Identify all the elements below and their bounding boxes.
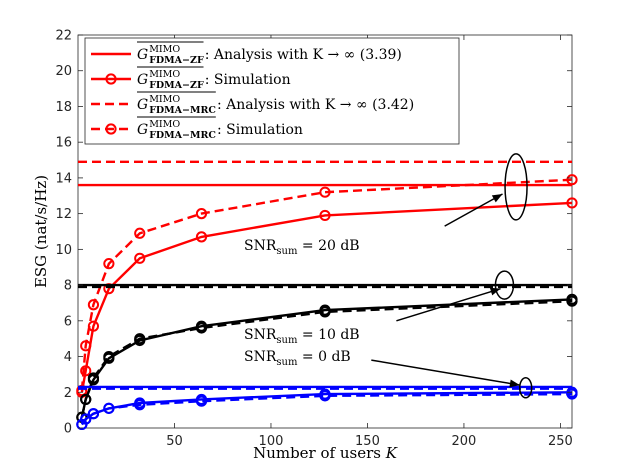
annotation-2 (371, 359, 533, 399)
data-point (566, 197, 578, 209)
annotation-arrow (444, 193, 503, 227)
data-point (134, 252, 146, 264)
data-point (80, 413, 92, 425)
series-2 (76, 197, 578, 398)
data-point (195, 231, 208, 243)
legend-label: GMIMO FDMA−ZF: Simulation (137, 69, 291, 91)
y-tick-label: 4 (64, 350, 72, 365)
data-point (319, 306, 331, 318)
series-11 (76, 388, 578, 431)
legend-marker-sample (105, 123, 117, 135)
y-tick-label: 10 (55, 243, 72, 258)
annotation-arrow (396, 287, 501, 322)
data-point (566, 388, 578, 400)
annotation-ellipse (518, 377, 533, 399)
data-point (80, 393, 92, 406)
data-point (80, 340, 92, 352)
data-point (195, 208, 208, 220)
y-tick-label: 6 (64, 314, 72, 329)
annotation-arrow (371, 359, 521, 386)
y-tick-label: 14 (55, 171, 72, 186)
data-point (134, 399, 146, 411)
annotation-ellipse (504, 153, 528, 221)
data-point (566, 295, 578, 307)
legend-entry-3: GMIMO FDMA−MRC: Simulation (91, 116, 303, 141)
legend-entry-0: GMIMO FDMA−ZF: Analysis with K → ∞ (3.39) (91, 41, 402, 66)
annotation-label: SNRsum = 20 dB (244, 238, 360, 257)
data-point (319, 390, 331, 402)
y-tick-label: 2 (64, 386, 72, 401)
annotation-0 (444, 153, 528, 227)
legend-box (84, 37, 460, 145)
legend-label: GMIMO FDMA−MRC: Simulation (137, 119, 303, 141)
legend-label: GMIMO FDMA−ZF: Analysis with K → ∞ (3.39) (137, 44, 402, 66)
data-point (134, 227, 146, 239)
series-line (80, 178, 573, 391)
annotation-ellipse (494, 270, 515, 300)
data-point (103, 350, 115, 363)
legend-marker-sample (105, 73, 117, 85)
y-tick-label: 18 (55, 100, 72, 115)
data-point (195, 395, 208, 407)
x-tick-label: 50 (166, 434, 183, 449)
legend-entry-2: GMIMO FDMA−MRC: Analysis with K → ∞ (3.42… (91, 91, 414, 116)
arrow-head-icon (509, 379, 520, 388)
annotation-1 (396, 270, 515, 322)
x-tick-label: 200 (452, 434, 477, 449)
legend-label: GMIMO FDMA−MRC: Analysis with K → ∞ (3.42… (137, 94, 414, 116)
ticks-layer: 50 100 150 200 250 0 2 4 6 8 10 12 14 16 18 20 22 (55, 29, 572, 450)
data-point (103, 258, 115, 270)
series-line (80, 201, 573, 393)
annotation-layer: SNRsum = 20 dB SNRsum = 10 dB SNRsum = 0 d… (244, 153, 533, 399)
y-axis-label: ESG (nat/s/Hz) (32, 175, 50, 288)
legend: GMIMO FDMA−ZF: Analysis with K → ∞ (3.39)… (84, 37, 460, 145)
y-tick-label: 12 (55, 207, 72, 222)
data-point (319, 186, 331, 198)
data-point (87, 372, 100, 384)
data-point (80, 365, 92, 377)
data-point (134, 333, 146, 345)
data-point (87, 408, 100, 420)
data-point (319, 209, 331, 222)
series-layer (76, 160, 578, 431)
x-tick-label: 250 (548, 434, 573, 449)
x-tick-label: 100 (259, 434, 284, 449)
y-tick-label: 22 (55, 29, 72, 44)
series-3 (76, 174, 578, 397)
y-tick-label: 20 (55, 64, 72, 79)
y-tick-label: 8 (64, 279, 72, 294)
y-tick-label: 0 (64, 422, 72, 437)
annotation-label: SNRsum = 10 dB (244, 327, 360, 346)
annotation-label: SNRsum = 0 dB (244, 349, 351, 368)
arrow-head-icon (491, 193, 503, 203)
y-tick-label: 16 (55, 136, 72, 151)
data-point (103, 402, 115, 414)
legend-entry-1: GMIMO FDMA−ZF: Simulation (91, 66, 291, 91)
data-point (566, 174, 578, 186)
data-point (195, 322, 208, 334)
x-tick-label: 150 (355, 434, 380, 449)
series-line (80, 392, 573, 426)
data-point (87, 299, 100, 311)
series-7 (76, 295, 578, 423)
x-axis-label: Number of users K (253, 444, 398, 462)
arrow-head-icon (489, 287, 501, 296)
